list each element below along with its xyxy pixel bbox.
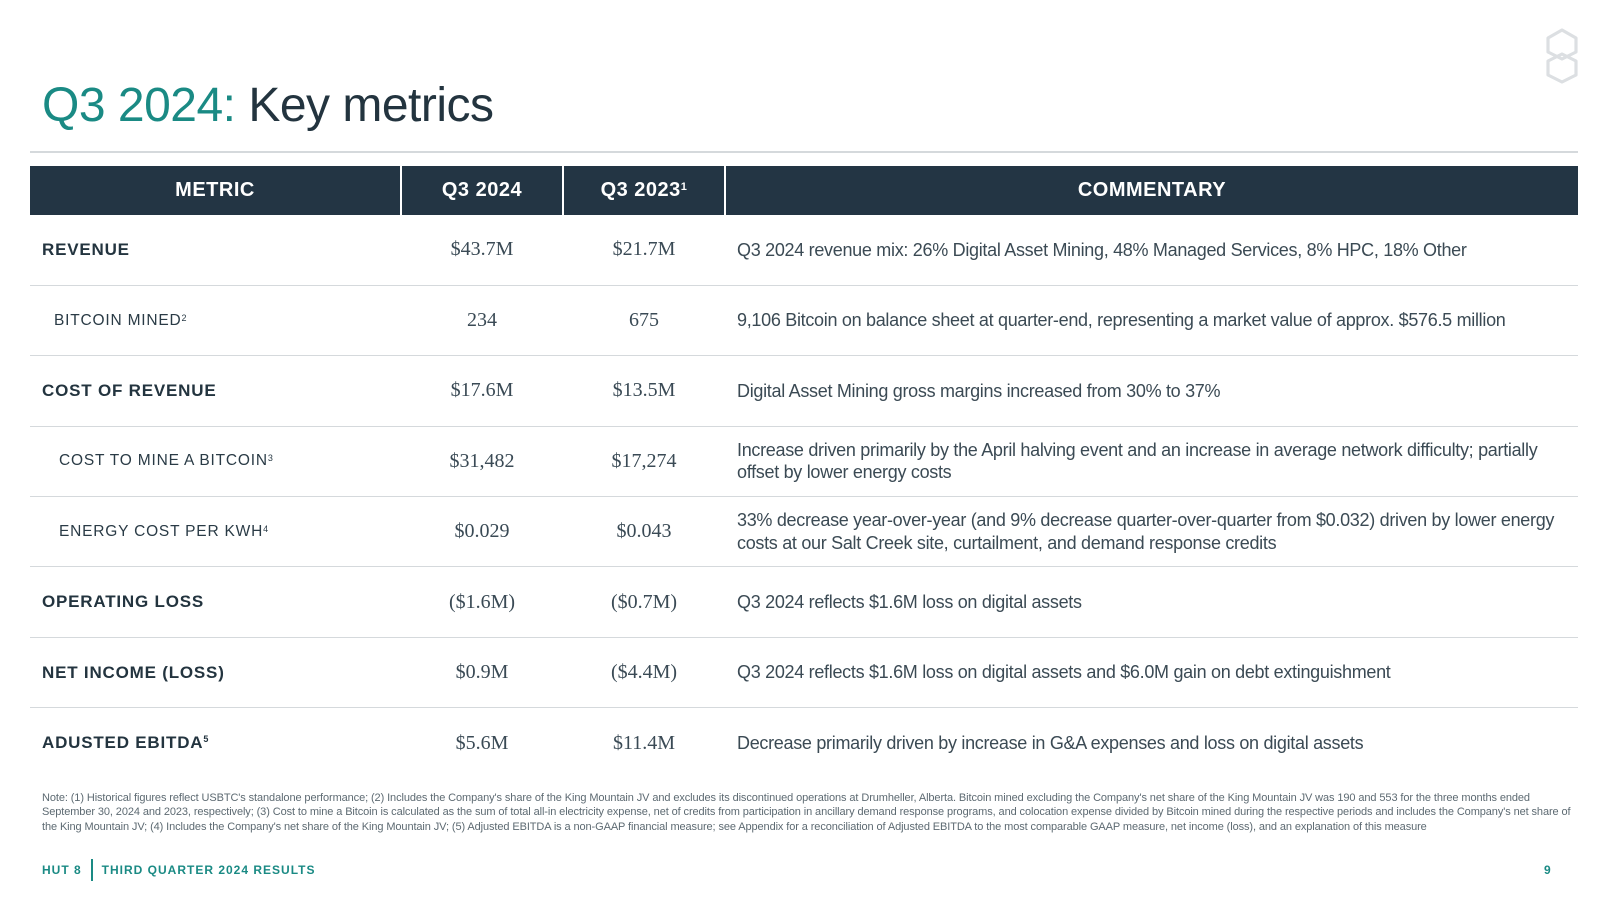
value-q3-2024: $31,482 xyxy=(449,449,515,472)
commentary-cell: Increase driven primarily by the April h… xyxy=(737,439,1538,483)
metric-footnote: 5 xyxy=(203,734,210,745)
value-q3-2023: $0.043 xyxy=(616,520,672,543)
commentary-cell: 9,106 Bitcoin on balance sheet at quarte… xyxy=(737,310,1506,331)
metric-name: ENERGY COST PER KWH xyxy=(59,522,264,540)
footer-section: THIRD QUARTER 2024 RESULTS xyxy=(101,863,316,877)
value-q3-2023: $13.5M xyxy=(612,379,676,402)
table-row: REVENUE $43.7M $21.7M Q3 2024 revenue mi… xyxy=(30,215,1578,286)
value-q3-2024: $0.9M xyxy=(455,661,509,684)
metric-footnote: 3 xyxy=(267,453,274,464)
metric-footnote: 4 xyxy=(263,523,269,534)
metric-label: ADUSTED EBITDA5 xyxy=(30,708,401,778)
header-commentary: COMMENTARY xyxy=(725,166,1578,215)
metric-name: NET INCOME (LOSS) xyxy=(42,662,225,682)
value-q3-2024: $0.029 xyxy=(454,520,510,543)
key-metrics-table: METRIC Q3 2024 Q3 20231 COMMENTARY REVEN… xyxy=(30,166,1578,778)
commentary-cell: Q3 2024 reflects $1.6M loss on digital a… xyxy=(737,591,1082,612)
table-row: COST OF REVENUE $17.6M $13.5M Digital As… xyxy=(30,356,1578,427)
metric-label: OPERATING LOSS xyxy=(30,567,401,637)
table-row: NET INCOME (LOSS) $0.9M ($4.4M) Q3 2024 … xyxy=(30,637,1578,708)
metric-label: REVENUE xyxy=(30,215,401,285)
value-q3-2023: $21.7M xyxy=(612,238,676,261)
metric-name: ADUSTED EBITDA xyxy=(42,733,204,753)
footer-divider xyxy=(90,859,93,881)
value-q3-2024: 234 xyxy=(467,309,497,332)
metric-name: BITCOIN MINED xyxy=(54,311,182,329)
table-row: ADUSTED EBITDA5 $5.6M $11.4M Decrease pr… xyxy=(30,708,1578,778)
table-header-row: METRIC Q3 2024 Q3 20231 COMMENTARY xyxy=(30,166,1578,215)
header-q3-2023-footnote: 1 xyxy=(680,181,688,193)
value-q3-2023: 675 xyxy=(629,309,659,332)
value-q3-2023: ($4.4M) xyxy=(610,661,678,684)
value-q3-2023: ($0.7M) xyxy=(610,590,678,613)
header-q3-2024: Q3 2024 xyxy=(401,166,564,215)
title-divider xyxy=(30,151,1578,153)
value-q3-2024: $43.7M xyxy=(450,238,514,261)
page-number: 9 xyxy=(1544,863,1551,877)
metric-label: COST OF REVENUE xyxy=(30,356,401,426)
metric-name: COST TO MINE A BITCOIN xyxy=(59,452,268,470)
hut8-logo-icon xyxy=(1546,28,1578,84)
table-row: BITCOIN MINED2 234 675 9,106 Bitcoin on … xyxy=(30,285,1578,356)
footer-company: HUT 8 xyxy=(42,863,82,877)
title-quarter: Q3 2024: xyxy=(42,79,236,132)
value-q3-2024: $5.6M xyxy=(455,731,509,754)
metric-name: COST OF REVENUE xyxy=(42,380,217,400)
table-row: ENERGY COST PER KWH4 $0.029 $0.043 33% d… xyxy=(30,497,1578,567)
value-q3-2023: $17,274 xyxy=(611,449,677,472)
commentary-cell: Decrease primarily driven by increase in… xyxy=(737,732,1364,753)
commentary-cell: Q3 2024 reflects $1.6M loss on digital a… xyxy=(737,662,1391,683)
value-q3-2024: ($1.6M) xyxy=(448,590,516,613)
page-title: Q3 2024: Key metrics xyxy=(42,79,494,133)
commentary-cell: Q3 2024 revenue mix: 26% Digital Asset M… xyxy=(737,239,1467,260)
header-q3-2023-label: Q3 2023 xyxy=(600,179,681,201)
commentary-cell: Digital Asset Mining gross margins incre… xyxy=(737,380,1221,401)
metric-label: ENERGY COST PER KWH4 xyxy=(30,497,401,567)
table-row: COST TO MINE A BITCOIN3 $31,482 $17,274 … xyxy=(30,426,1578,497)
metric-name: OPERATING LOSS xyxy=(42,592,205,612)
slide-footer: HUT 8 THIRD QUARTER 2024 RESULTS xyxy=(42,859,315,881)
metric-label: BITCOIN MINED2 xyxy=(30,285,401,355)
metric-label: COST TO MINE A BITCOIN3 xyxy=(30,426,401,496)
header-q3-2023: Q3 20231 xyxy=(563,166,726,215)
value-q3-2024: $17.6M xyxy=(450,379,514,402)
table-row: OPERATING LOSS ($1.6M) ($0.7M) Q3 2024 r… xyxy=(30,567,1578,638)
metric-name: REVENUE xyxy=(42,239,130,259)
title-text: Key metrics xyxy=(235,79,494,132)
value-q3-2023: $11.4M xyxy=(612,731,676,754)
footnote-text: Note: (1) Historical figures reflect USB… xyxy=(42,792,1571,833)
metric-footnote: 2 xyxy=(181,312,188,323)
metric-label: NET INCOME (LOSS) xyxy=(30,637,401,707)
header-metric: METRIC xyxy=(30,166,402,215)
commentary-cell: 33% decrease year-over-year (and 9% decr… xyxy=(737,510,1555,553)
